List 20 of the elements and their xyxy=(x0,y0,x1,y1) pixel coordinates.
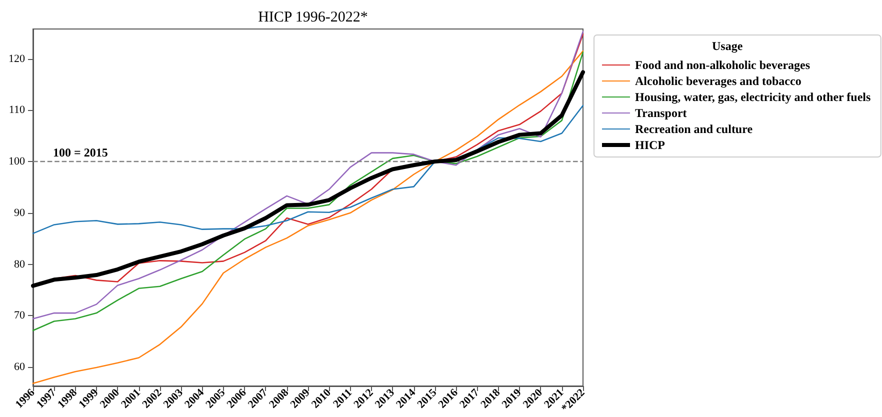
ref-line-label: 100 = 2015 xyxy=(53,146,108,160)
y-tick-label: 60 xyxy=(14,360,26,373)
y-tick-label: 100 xyxy=(8,156,26,168)
y-tick-label: 120 xyxy=(8,52,26,65)
y-tick-label: 80 xyxy=(14,258,26,270)
y-tick-label: 110 xyxy=(8,104,26,116)
legend-label: Recreation and culture xyxy=(635,122,754,136)
y-tick-label: 70 xyxy=(14,310,26,322)
chart-title: HICP 1996-2022* xyxy=(258,10,368,26)
line-series xyxy=(32,50,584,384)
legend-label: HICP xyxy=(635,138,665,152)
legend-title: Usage xyxy=(712,39,744,53)
legend-label: Transport xyxy=(635,106,687,120)
legend-label: Housing, water, gas, electricity and other fuels xyxy=(635,90,871,104)
legend-label: Alcoholic beverages and tobacco xyxy=(635,74,802,88)
y-tick-label: 90 xyxy=(14,206,26,219)
legend-label: Food and non-alkoholic beverages xyxy=(635,58,810,72)
line-series xyxy=(31,70,585,288)
x-tick-label: 2011 xyxy=(330,386,355,410)
line-series xyxy=(32,104,584,234)
